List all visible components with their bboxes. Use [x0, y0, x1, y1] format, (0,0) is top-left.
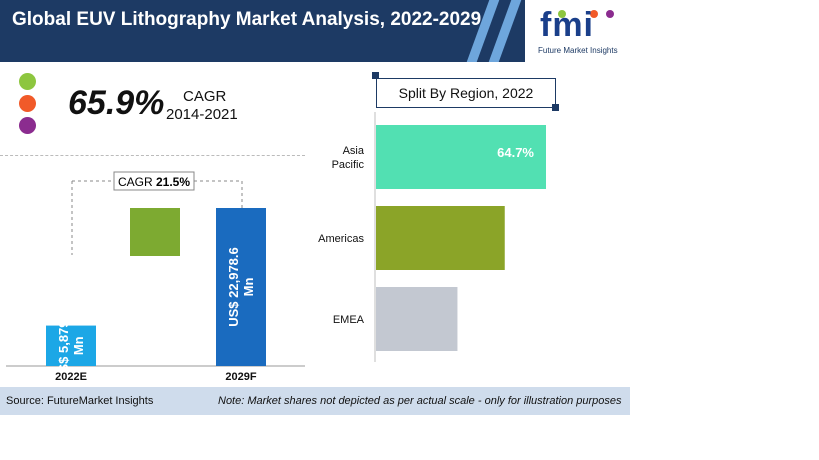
- x-tick-label: 2022E: [55, 371, 87, 383]
- cagr-label: CAGR: [183, 88, 227, 105]
- corner-marker: [372, 72, 379, 79]
- cagr-box: [113, 171, 195, 191]
- region-chart-title: Split By Region, 2022: [376, 78, 556, 108]
- region-split-chart: Asia Pacific 64.7% Americas EMEA: [318, 112, 546, 362]
- region-label: EMEA: [333, 314, 365, 326]
- page-title: Global EUV Lithography Market Analysis, …: [12, 9, 482, 30]
- region-bar: [376, 206, 505, 270]
- orange-dot-icon: [19, 95, 36, 112]
- region-bar: [376, 287, 458, 351]
- green-dot-icon: [19, 73, 36, 90]
- purple-dot-icon: [19, 117, 36, 134]
- fmi-logo: fmi Future Market Insights: [536, 6, 636, 58]
- bar-2022E: [46, 325, 96, 366]
- logo-letters: fmi: [540, 6, 594, 44]
- x-tick-label: 2029F: [225, 371, 256, 383]
- logo-dot-icon: [558, 10, 566, 18]
- title-banner: Global EUV Lithography Market Analysis, …: [0, 0, 525, 62]
- region-label: Americas: [318, 233, 364, 245]
- growth-block: [130, 208, 180, 256]
- cagr-annotation: CAGR 21.5%: [118, 175, 190, 189]
- corner-marker: [552, 104, 559, 111]
- bar-value-label: US$ 22,978.6Mn: [226, 247, 256, 327]
- logo-dot-icon: [590, 10, 598, 18]
- bar-value-label: US$ 5,879.6Mn: [56, 310, 86, 382]
- separator: [0, 155, 305, 156]
- region-bar: [376, 125, 546, 189]
- footer-note: Note: Market shares not depicted as per …: [218, 395, 622, 407]
- region-label: Asia Pacific: [332, 145, 365, 171]
- bar-2029F: [216, 208, 266, 366]
- cagr-value: 65.9%: [68, 84, 165, 122]
- cagr-period: 2014-2021: [166, 106, 238, 123]
- logo-dot-icon: [606, 10, 614, 18]
- logo-text: Future Market Insights: [538, 46, 618, 55]
- footer-bar: Source: FutureMarket Insights Note: Mark…: [0, 387, 630, 415]
- footer-source: Source: FutureMarket Insights: [6, 395, 154, 407]
- region-value-label: 64.7%: [497, 145, 534, 160]
